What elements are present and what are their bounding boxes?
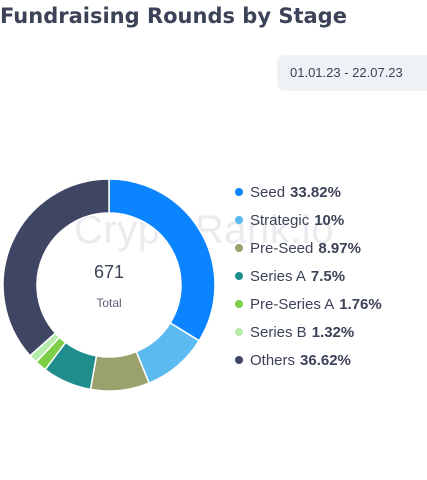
legend-value: 10% [314, 211, 345, 229]
legend-dot-icon [235, 300, 243, 308]
date-range-selector[interactable]: 01.01.23 - 22.07.23 [277, 55, 427, 91]
legend-label: Pre-Series A [250, 295, 335, 313]
legend-item-series-a[interactable]: Series A 7.5% [235, 262, 382, 290]
legend-item-strategic[interactable]: Strategic 10% [235, 206, 382, 234]
legend-item-series-b[interactable]: Series B 1.32% [235, 318, 382, 346]
legend-value: 1.76% [339, 295, 382, 313]
legend-dot-icon [235, 356, 243, 364]
legend-value: 8.97% [318, 239, 361, 257]
legend-dot-icon [235, 244, 243, 252]
page-title: Fundraising Rounds by Stage [0, 4, 347, 28]
legend-label: Series A [250, 267, 306, 285]
legend-item-pre-series-a[interactable]: Pre-Series A 1.76% [235, 290, 382, 318]
legend-dot-icon [235, 216, 243, 224]
legend-item-others[interactable]: Others 36.62% [235, 346, 382, 374]
total-value: 671 [93, 262, 125, 282]
total-label: Total [96, 296, 122, 310]
date-range-label: 01.01.23 - 22.07.23 [290, 65, 403, 80]
slice-seed[interactable] [108, 178, 216, 342]
slice-others[interactable] [2, 178, 110, 357]
legend-dot-icon [235, 272, 243, 280]
legend-value: 36.62% [300, 351, 351, 369]
legend-label: Pre-Seed [250, 239, 314, 257]
legend-label: Others [250, 351, 296, 369]
legend-label: Strategic [250, 211, 310, 229]
legend-dot-icon [235, 328, 243, 336]
legend-item-seed[interactable]: Seed 33.82% [235, 178, 382, 206]
legend-dot-icon [235, 188, 243, 196]
legend-item-pre-seed[interactable]: Pre-Seed 8.97% [235, 234, 382, 262]
legend-label: Series B [250, 323, 307, 341]
donut-chart [2, 178, 216, 392]
chart-legend: Seed 33.82% Strategic 10% Pre-Seed 8.97% Serie… [235, 178, 382, 374]
legend-value: 7.5% [310, 267, 346, 285]
legend-value: 33.82% [290, 183, 341, 201]
legend-value: 1.32% [311, 323, 355, 341]
legend-label: Seed [250, 183, 286, 201]
